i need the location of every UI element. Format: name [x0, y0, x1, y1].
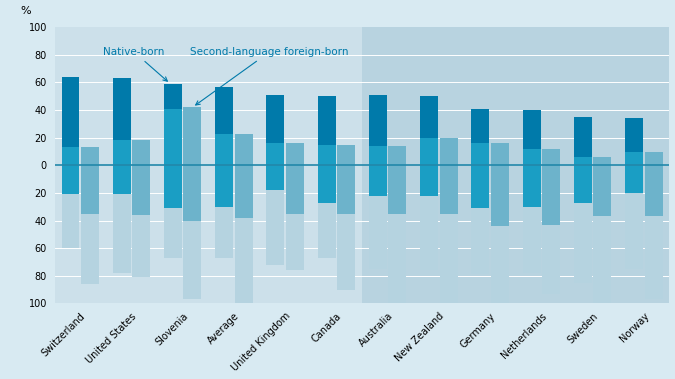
Bar [369, 165, 387, 196]
Bar [625, 193, 643, 269]
Bar [338, 165, 355, 214]
Bar [574, 203, 592, 283]
Text: Native-born: Native-born [103, 47, 167, 81]
Text: %: % [21, 6, 31, 16]
Bar [132, 165, 150, 215]
Bar [369, 146, 387, 165]
Bar [61, 194, 80, 248]
Bar [267, 143, 284, 165]
Bar [542, 225, 560, 294]
Bar [132, 141, 150, 165]
Bar [81, 147, 99, 165]
Bar [318, 203, 335, 258]
Bar [645, 216, 663, 299]
Bar [593, 165, 612, 216]
Bar [338, 145, 355, 165]
Bar [235, 133, 252, 165]
Bar [267, 165, 284, 190]
Bar [61, 165, 80, 194]
Bar [522, 165, 541, 207]
Bar [574, 165, 592, 203]
Bar [522, 110, 541, 149]
Bar [625, 152, 643, 165]
Bar [369, 95, 387, 146]
Bar [522, 207, 541, 273]
Bar [318, 96, 335, 145]
Bar [491, 165, 509, 226]
Bar [439, 165, 458, 214]
Bar [471, 165, 489, 208]
Bar [286, 214, 304, 270]
Bar [215, 207, 233, 258]
Bar [369, 196, 387, 269]
Bar [286, 165, 304, 214]
Bar [113, 165, 131, 194]
Bar [267, 190, 284, 265]
Bar [338, 214, 355, 290]
Bar [471, 143, 489, 165]
Bar [81, 165, 99, 214]
Bar [420, 96, 438, 138]
Bar [267, 95, 284, 143]
Bar [215, 87, 233, 133]
Bar [113, 194, 131, 273]
Bar [61, 77, 80, 147]
Bar [164, 84, 182, 109]
Bar [362, 27, 670, 304]
Bar [625, 165, 643, 193]
Bar [164, 165, 182, 208]
Bar [574, 157, 592, 165]
Bar [388, 146, 406, 165]
Bar [81, 214, 99, 284]
Bar [542, 149, 560, 165]
Bar [388, 165, 406, 214]
Bar [164, 208, 182, 258]
Bar [593, 157, 612, 165]
Bar [491, 226, 509, 349]
Bar [542, 165, 560, 225]
Bar [132, 215, 150, 277]
Bar [388, 214, 406, 305]
Text: Second-language foreign-born: Second-language foreign-born [190, 47, 349, 105]
Bar [471, 109, 489, 143]
Bar [235, 165, 252, 218]
Bar [184, 107, 201, 165]
Bar [184, 221, 201, 299]
Bar [439, 138, 458, 165]
Bar [625, 118, 643, 152]
Bar [55, 27, 362, 304]
Bar [574, 117, 592, 157]
Bar [286, 143, 304, 165]
Bar [215, 133, 233, 165]
Bar [645, 165, 663, 216]
Bar [215, 165, 233, 207]
Bar [522, 149, 541, 165]
Bar [471, 208, 489, 274]
Bar [61, 147, 80, 165]
Bar [491, 143, 509, 165]
Bar [439, 214, 458, 307]
Bar [420, 165, 438, 196]
Bar [113, 78, 131, 141]
Bar [420, 138, 438, 165]
Bar [420, 196, 438, 270]
Bar [593, 216, 612, 306]
Bar [235, 218, 252, 304]
Bar [318, 165, 335, 203]
Bar [113, 141, 131, 165]
Bar [184, 165, 201, 221]
Bar [318, 145, 335, 165]
Bar [164, 109, 182, 165]
Bar [645, 152, 663, 165]
